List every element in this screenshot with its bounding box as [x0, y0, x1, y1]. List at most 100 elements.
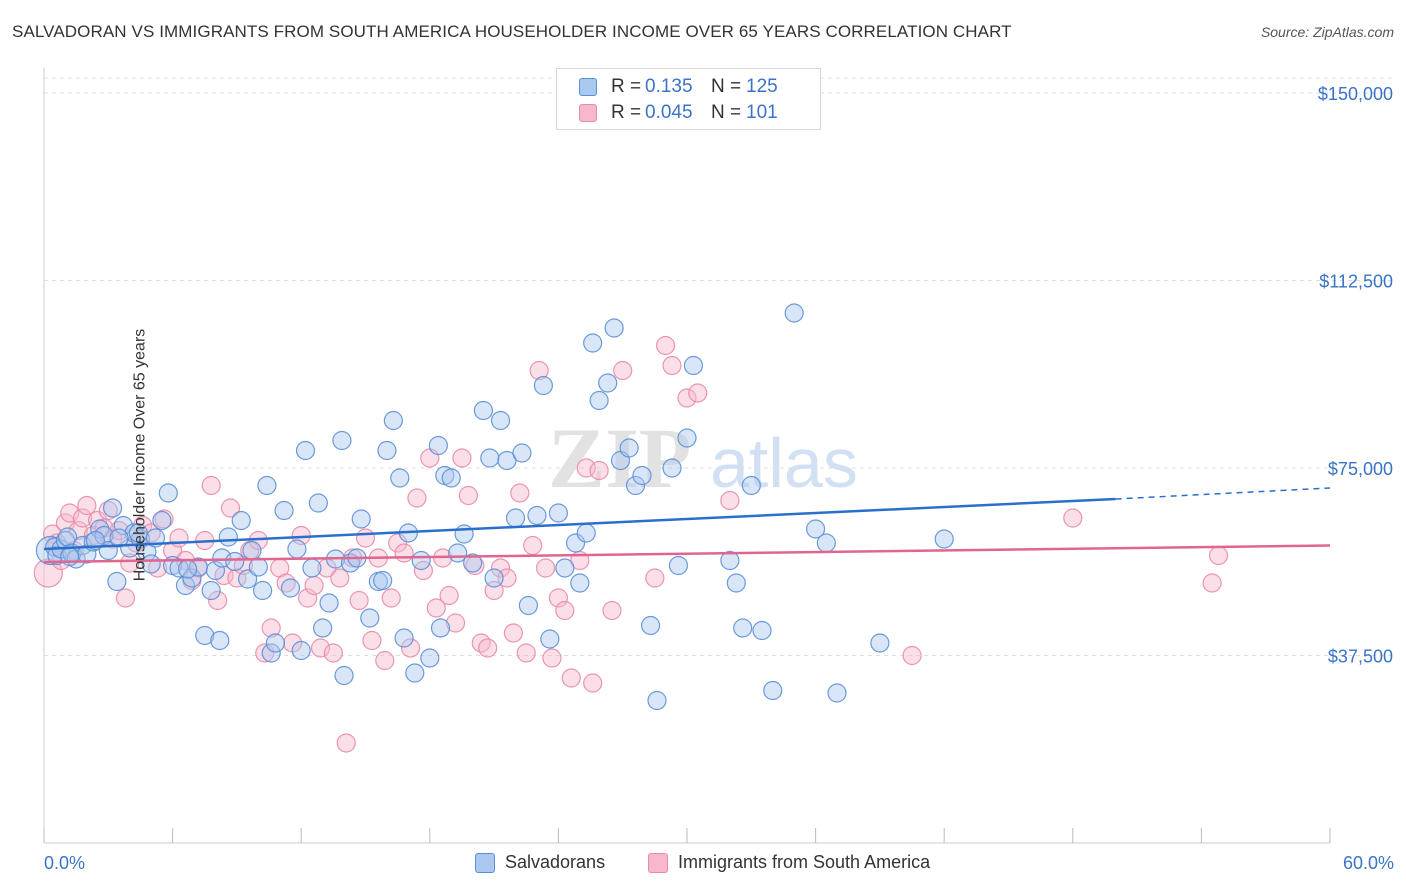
point-immigrants [208, 590, 228, 611]
point-salvadorans [57, 527, 78, 547]
point-immigrants [490, 558, 511, 578]
point-immigrants [400, 638, 421, 658]
trend-line-immigrants [43, 544, 1331, 564]
point-salvadorans [280, 578, 301, 598]
point-salvadorans [741, 475, 761, 496]
point-salvadorans [805, 519, 826, 539]
axes [43, 68, 1331, 844]
point-immigrants [394, 543, 414, 563]
point-salvadorans [248, 557, 268, 577]
point-salvadorans [158, 483, 178, 503]
point-immigrants [169, 528, 189, 548]
point-salvadorans [85, 530, 106, 551]
point-salvadorans [720, 550, 740, 571]
point-immigrants [330, 568, 350, 588]
r-value: 0.045 [645, 102, 693, 123]
point-immigrants [1063, 508, 1083, 528]
y-tick-labels: $37,500 $75,000 $112,500 $150,000 [1318, 84, 1393, 667]
point-immigrants [72, 508, 93, 528]
point-salvadorans [360, 608, 380, 628]
point-salvadorans [784, 303, 804, 323]
point-salvadorans [390, 468, 410, 488]
point-salvadorans [238, 569, 258, 589]
trend-lines [43, 487, 1331, 564]
point-immigrants [523, 535, 543, 556]
legend-swatch-pink [579, 104, 597, 122]
point-salvadorans [668, 555, 689, 576]
point-salvadorans [265, 633, 286, 653]
point-salvadorans [619, 438, 639, 458]
point-immigrants [227, 568, 247, 588]
point-immigrants [548, 588, 569, 608]
point-salvadorans [242, 540, 262, 561]
series-legend: Salvadorans Immigrants from South Americ… [0, 852, 1406, 876]
point-salvadorans [763, 680, 783, 701]
legend-item-salvadorans[interactable]: Salvadorans [475, 852, 605, 873]
legend-swatch-blue [579, 78, 597, 96]
point-salvadorans [454, 524, 474, 544]
series-immigrants-points [33, 335, 1229, 753]
point-salvadorans [225, 551, 245, 572]
point-salvadorans [540, 629, 560, 649]
point-salvadorans [570, 573, 590, 593]
watermark-atlas: atlas [710, 424, 858, 502]
point-salvadorans [291, 640, 311, 661]
legend-item-immigrants[interactable]: Immigrants from South America [648, 852, 930, 873]
point-immigrants [310, 638, 331, 658]
point-salvadorans [182, 568, 202, 588]
point-immigrants [388, 533, 408, 553]
point-salvadorans [420, 648, 440, 668]
point-immigrants [304, 575, 324, 596]
point-salvadorans [210, 630, 230, 651]
x-tick-label: 60.0% [1343, 853, 1394, 873]
point-salvadorans [662, 458, 682, 478]
point-salvadorans [351, 509, 371, 529]
point-immigrants [298, 588, 318, 608]
point-immigrants [261, 618, 281, 638]
point-salvadorans [726, 573, 746, 593]
point-immigrants [439, 585, 459, 606]
point-immigrants [529, 360, 549, 381]
point-immigrants [255, 643, 275, 663]
point-immigrants [516, 643, 536, 663]
y-tick-label: $150,000 [1318, 84, 1393, 104]
chart-title: SALVADORAN VS IMMIGRANTS FROM SOUTH AMER… [12, 22, 1012, 41]
x-tick-label: 0.0% [44, 853, 85, 873]
point-salvadorans [625, 475, 646, 496]
legend-swatch-blue [475, 852, 495, 873]
point-salvadorans [332, 430, 352, 451]
point-immigrants [336, 733, 356, 753]
point-salvadorans [109, 528, 129, 548]
point-salvadorans [201, 580, 221, 601]
point-salvadorans [394, 628, 414, 648]
legend-row-immigrants: R = 0.045 N = 101 [579, 101, 778, 125]
point-immigrants [655, 335, 676, 356]
correlation-legend: R = 0.135 N = 125 R = 0.045 N = 101 [556, 68, 821, 130]
point-salvadorans [257, 475, 277, 496]
point-salvadorans [319, 593, 339, 613]
point-salvadorans [647, 690, 667, 711]
point-salvadorans [308, 493, 328, 513]
point-salvadorans [113, 515, 133, 536]
point-immigrants [677, 388, 697, 408]
point-salvadorans [334, 665, 354, 686]
point-immigrants [445, 613, 466, 633]
point-salvadorans [441, 468, 461, 488]
point-salvadorans [512, 443, 532, 463]
point-salvadorans [677, 428, 697, 448]
r-value: 0.135 [645, 76, 693, 97]
point-immigrants [458, 485, 478, 506]
point-salvadorans [598, 373, 618, 393]
point-immigrants [452, 448, 472, 468]
point-immigrants [362, 630, 382, 651]
point-salvadorans [302, 558, 322, 578]
point-immigrants [555, 600, 575, 621]
n-label: N = [711, 102, 742, 123]
point-salvadorans [583, 333, 603, 353]
point-immigrants [561, 668, 581, 688]
point-salvadorans [527, 505, 547, 526]
y-axis-label: Householder Income Over 65 years [131, 328, 149, 582]
point-immigrants [381, 588, 401, 608]
point-immigrants [1202, 573, 1222, 593]
point-immigrants [323, 643, 343, 663]
